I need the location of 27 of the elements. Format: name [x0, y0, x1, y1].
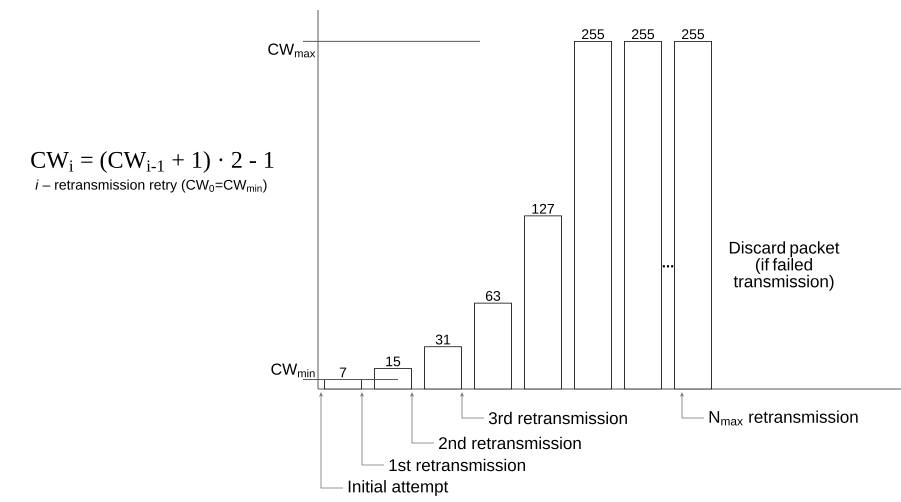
data-label: 255: [582, 29, 604, 40]
data-label: 255: [682, 29, 704, 40]
text: i – retransmission retry (CW$_{0}$=CW$_{min}$): [35, 179, 267, 193]
bar: [624, 40, 662, 390]
text: Initial attempt: [348, 480, 448, 496]
text: CW$_{max}$: [268, 44, 316, 58]
bar: [574, 40, 612, 390]
data-label: 63: [486, 290, 500, 301]
bar: [424, 346, 462, 390]
bar: [474, 302, 512, 390]
bar: [374, 368, 412, 390]
data-label: 7: [340, 368, 346, 378]
text: CW$_{i}$ = (CW$_{i-1}$ + 1) · 2 - 1: [31, 151, 274, 173]
bar: [524, 215, 562, 390]
data-label: 127: [532, 204, 554, 214]
text: CW$_{min}$: [271, 363, 315, 378]
annotation: ...: [662, 265, 674, 268]
text: 3rd retransmission: [488, 412, 627, 424]
data-label: 255: [632, 29, 654, 40]
data-label: 15: [386, 356, 400, 366]
text: 2nd retransmission: [439, 436, 581, 450]
bar: [674, 40, 712, 390]
text: Discard packet (if failed transmission): [730, 241, 840, 291]
bar: [324, 379, 362, 390]
text: 1st retransmission: [390, 458, 525, 472]
text: N$_{max}$ retransmission: [710, 410, 858, 426]
data-label: 31: [436, 334, 450, 345]
